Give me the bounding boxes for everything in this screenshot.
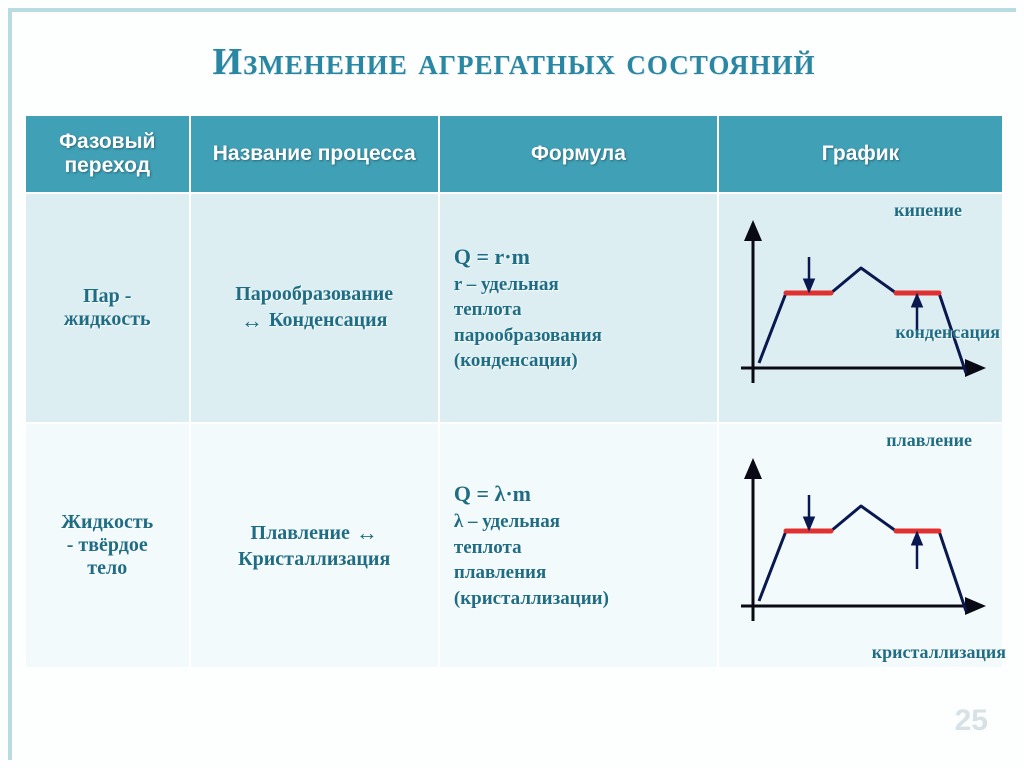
formula-line: λ – удельная (454, 509, 707, 535)
page-number: 25 (955, 704, 988, 738)
process-bottom: Конденсация (269, 309, 388, 332)
header-process: Название процесса (190, 115, 439, 193)
title-wrap: Изменение агрегатных состояний (12, 12, 1016, 114)
graph-label-top: кипение (894, 200, 962, 221)
formula-main: Q = r·m (454, 242, 707, 272)
phase-text: Жидкость (36, 511, 179, 534)
formula-line: теплота (454, 297, 707, 323)
formula-block: Q = λ·m λ – удельная теплота плавления (… (450, 479, 707, 611)
header-graph: График (718, 115, 1003, 193)
phase-graph (731, 451, 991, 641)
process-bottom-row: ↔ Конденсация (241, 308, 388, 334)
process-block: Плавление ↔ Кристаллизация (201, 520, 428, 571)
formula-line: теплота (454, 535, 707, 561)
process-top: Парообразование (235, 283, 393, 306)
phase-text: тело (36, 557, 179, 580)
header-phase: Фазовый переход (25, 115, 190, 193)
process-top-row: Плавление ↔ (251, 520, 378, 546)
process-cell: Плавление ↔ Кристаллизация (190, 423, 439, 668)
graph-label-bottom: кристаллизация (872, 642, 1006, 663)
process-bottom: Кристаллизация (238, 548, 390, 571)
page-title: Изменение агрегатных состояний (12, 40, 1016, 84)
table-row: Жидкость - твёрдое тело Плавление ↔ Крис… (25, 423, 1003, 668)
table-row: Пар - жидкость Парообразование ↔ Конденс… (25, 193, 1003, 423)
process-top: Плавление (251, 522, 350, 545)
phase-graph (731, 213, 991, 403)
header-formula: Формула (439, 115, 718, 193)
process-cell: Парообразование ↔ Конденсация (190, 193, 439, 423)
formula-block: Q = r·m r – удельная теплота парообразов… (450, 242, 707, 374)
formula-main: Q = λ·m (454, 479, 707, 509)
graph-cell: плавление кристаллизация (718, 423, 1003, 668)
phase-cell: Пар - жидкость (25, 193, 190, 423)
phase-text: Пар - (36, 285, 179, 308)
formula-cell: Q = λ·m λ – удельная теплота плавления (… (439, 423, 718, 668)
formula-line: парообразования (454, 323, 707, 349)
slide-frame: Изменение агрегатных состояний Фазовый п… (8, 8, 1016, 760)
graph-cell: кипение конденсация (718, 193, 1003, 423)
double-arrow-icon: ↔ (356, 520, 378, 546)
phase-table: Фазовый переход Название процесса Формул… (24, 114, 1004, 669)
formula-line: r – удельная (454, 272, 707, 298)
process-block: Парообразование ↔ Конденсация (201, 283, 428, 334)
phase-cell: Жидкость - твёрдое тело (25, 423, 190, 668)
phase-text: - твёрдое (36, 534, 179, 557)
formula-line: (конденсации) (454, 348, 707, 374)
table-header-row: Фазовый переход Название процесса Формул… (25, 115, 1003, 193)
graph-label-top: плавление (886, 430, 972, 451)
formula-line: плавления (454, 560, 707, 586)
phase-text: жидкость (36, 308, 179, 331)
graph-label-bottom: конденсация (895, 322, 1000, 343)
formula-cell: Q = r·m r – удельная теплота парообразов… (439, 193, 718, 423)
double-arrow-icon: ↔ (241, 308, 263, 334)
formula-line: (кристаллизации) (454, 586, 707, 612)
